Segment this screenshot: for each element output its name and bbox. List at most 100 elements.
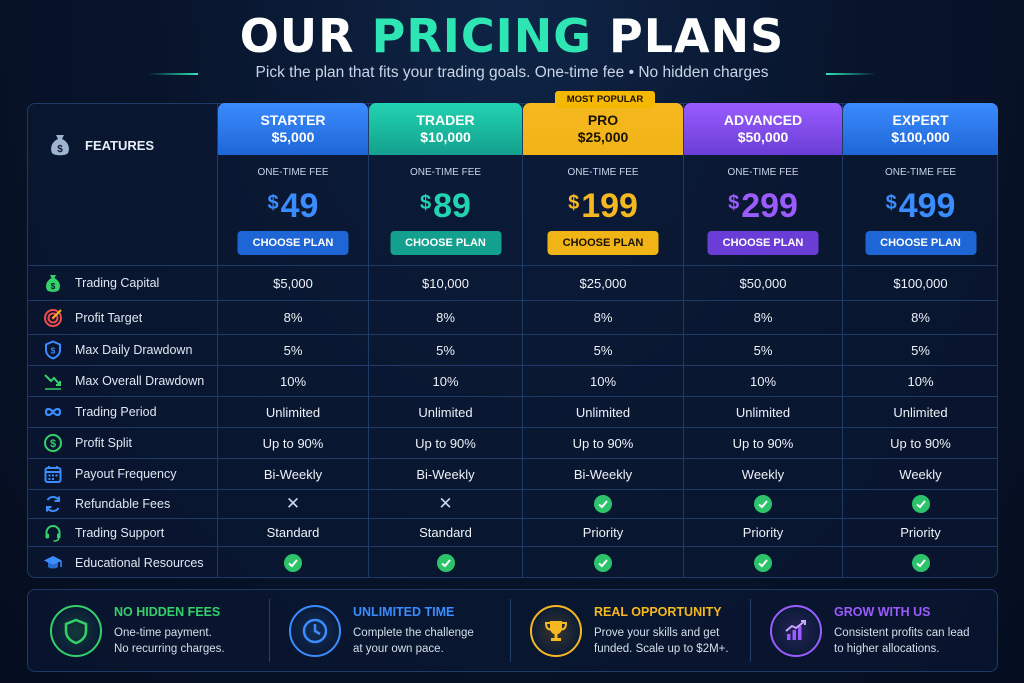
value-text: 8% bbox=[753, 310, 773, 325]
value-cell bbox=[683, 490, 842, 518]
benefit-divider bbox=[510, 599, 511, 662]
value-cell bbox=[368, 547, 522, 578]
title-part-pricing: PRICING bbox=[371, 9, 592, 63]
value-cell: 8% bbox=[842, 301, 998, 334]
table-row: Trading Support Standard Standard Priority P… bbox=[27, 518, 998, 546]
value-cell: 5% bbox=[522, 335, 683, 365]
table-row: Max Overall Drawdown 10% 10% 10% 10% 10% bbox=[27, 365, 998, 396]
value-text: Up to 90% bbox=[415, 435, 476, 451]
value-cell: Up to 90% bbox=[368, 428, 522, 458]
benefit-line1: Prove your skills and get bbox=[594, 626, 720, 639]
calendar-icon bbox=[44, 466, 62, 483]
checkmark-icon bbox=[754, 553, 772, 572]
price-value: 299 bbox=[741, 187, 798, 225]
feature-cell: Trading Support bbox=[27, 519, 217, 546]
choose-plan-button-pro[interactable]: CHOOSE PLAN bbox=[547, 231, 659, 255]
trend-down-icon bbox=[44, 374, 61, 390]
value-text: Up to 90% bbox=[890, 435, 951, 451]
checkmark-icon bbox=[284, 553, 302, 572]
benefit-line2: to higher allocations. bbox=[834, 642, 940, 655]
value-cell: 5% bbox=[217, 335, 368, 365]
plan-name: PRO bbox=[587, 112, 619, 128]
value-cell: $100,000 bbox=[842, 266, 998, 300]
feature-cell: Trading Period bbox=[27, 397, 217, 427]
plan-price-area: ONE-TIME FEE $49 CHOOSE PLAN bbox=[218, 155, 368, 265]
value-text: Unlimited bbox=[893, 404, 948, 420]
value-cell bbox=[217, 547, 368, 578]
value-text: 5% bbox=[753, 342, 773, 358]
value-text: Priority bbox=[582, 525, 624, 540]
value-text: 10% bbox=[749, 373, 777, 389]
price-value: 49 bbox=[280, 187, 319, 225]
title-part-our: OUR bbox=[239, 9, 355, 63]
value-text: Unlimited bbox=[265, 404, 321, 420]
money-bag-icon: $ bbox=[46, 275, 60, 292]
value-cell: Unlimited bbox=[368, 397, 522, 427]
value-text: $25,000 bbox=[579, 275, 627, 291]
table-row: $ Profit Split Up to 90% Up to 90% Up to 90%… bbox=[27, 427, 998, 458]
value-cell: Unlimited bbox=[522, 397, 683, 427]
value-cell: ✕ bbox=[368, 490, 522, 518]
plan-name: ADVANCED bbox=[723, 112, 803, 128]
choose-plan-button-trader[interactable]: CHOOSE PLAN bbox=[390, 231, 501, 255]
table-row: Refundable Fees ✕ ✕ bbox=[27, 489, 998, 518]
value-text: Weekly bbox=[741, 466, 785, 482]
plan-name: TRADER bbox=[416, 112, 475, 128]
value-text: 5% bbox=[593, 342, 613, 358]
feature-label: Profit Split bbox=[75, 436, 132, 450]
value-cell: Bi-Weekly bbox=[217, 459, 368, 489]
value-cell bbox=[522, 547, 683, 578]
trophy-icon bbox=[544, 620, 568, 641]
value-cell: Priority bbox=[683, 519, 842, 546]
money-bag-icon: $ bbox=[51, 135, 69, 156]
plan-capital: $25,000 bbox=[577, 129, 629, 145]
value-cell: 10% bbox=[683, 366, 842, 396]
plan-capital: $100,000 bbox=[891, 129, 950, 145]
value-text: Bi-Weekly bbox=[263, 466, 323, 482]
value-text: $10,000 bbox=[422, 275, 469, 291]
value-text: Bi-Weekly bbox=[416, 466, 475, 482]
choose-plan-button-expert[interactable]: CHOOSE PLAN bbox=[865, 231, 976, 255]
benefit-icon-badge bbox=[770, 604, 822, 657]
plan-column-advanced: ADVANCED $50,000 ONE-TIME FEE $299 CHOOSE PL… bbox=[683, 103, 842, 265]
most-popular-badge: MOST POPULAR bbox=[555, 91, 655, 108]
value-cell bbox=[683, 547, 842, 578]
feature-label: Trading Support bbox=[75, 525, 165, 540]
plan-column-pro: PRO $25,000 ONE-TIME FEE $199 CHOOSE PLAN bbox=[522, 103, 683, 265]
checkmark-icon bbox=[911, 553, 930, 572]
table-row: Profit Target 8% 8% 8% 8% 8% bbox=[27, 300, 998, 334]
value-cell: $25,000 bbox=[522, 266, 683, 300]
plan-header: EXPERT $100,000 bbox=[843, 103, 998, 155]
value-text: 10% bbox=[279, 373, 307, 389]
value-text: Bi-Weekly bbox=[573, 466, 633, 482]
plan-price: $49 bbox=[218, 183, 368, 226]
plan-header: TRADER $10,000 bbox=[369, 103, 522, 155]
headset-icon bbox=[45, 524, 61, 542]
value-text: 8% bbox=[593, 310, 613, 325]
value-text: $5,000 bbox=[273, 275, 313, 291]
value-text: 8% bbox=[436, 310, 455, 325]
plan-capital: $50,000 bbox=[737, 129, 789, 145]
svg-text:$: $ bbox=[57, 144, 63, 155]
fee-label: ONE-TIME FEE bbox=[884, 167, 957, 178]
benefits-bar bbox=[27, 589, 998, 672]
choose-plan-button-starter[interactable]: CHOOSE PLAN bbox=[237, 231, 349, 255]
value-cell bbox=[522, 490, 683, 518]
value-cell: Priority bbox=[522, 519, 683, 546]
plan-name: STARTER bbox=[260, 112, 326, 128]
benefit-title: GROW WITH US bbox=[834, 604, 931, 619]
value-cell bbox=[842, 547, 998, 578]
value-cell: $5,000 bbox=[217, 266, 368, 300]
benefit-icon-badge bbox=[50, 604, 102, 657]
plan-price-area: ONE-TIME FEE $299 CHOOSE PLAN bbox=[684, 155, 842, 265]
table-row: $ Max Daily Drawdown 5% 5% 5% 5% 5% bbox=[27, 334, 998, 365]
feature-cell: Educational Resources bbox=[27, 547, 217, 578]
benefit-line2: No recurring charges. bbox=[114, 642, 225, 655]
value-text: 10% bbox=[907, 373, 934, 389]
plan-price: $299 bbox=[684, 183, 842, 226]
choose-plan-button-advanced[interactable]: CHOOSE PLAN bbox=[707, 231, 819, 255]
currency-symbol: $ bbox=[728, 192, 740, 214]
currency-symbol: $ bbox=[420, 192, 432, 214]
value-text: Unlimited bbox=[735, 404, 791, 420]
svg-text:$: $ bbox=[51, 347, 56, 356]
